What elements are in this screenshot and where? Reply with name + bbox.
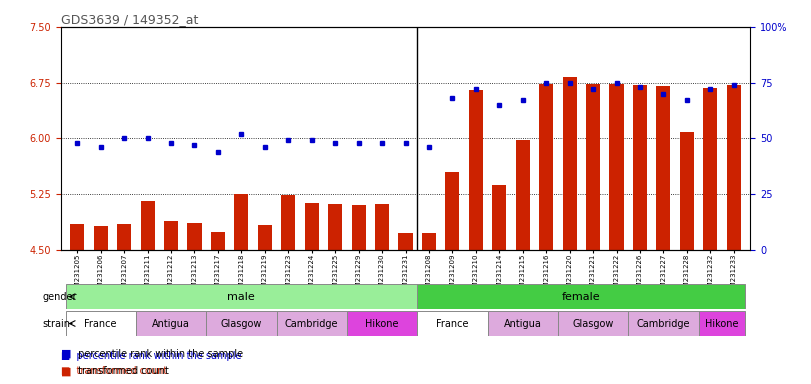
Text: Antigua: Antigua — [504, 318, 542, 329]
Bar — [136, 311, 206, 336]
Bar — [563, 77, 577, 250]
Bar — [727, 85, 740, 250]
Bar — [417, 311, 487, 336]
Bar — [164, 222, 178, 250]
Text: transformed count: transformed count — [75, 366, 169, 376]
Bar — [211, 232, 225, 250]
Bar — [117, 224, 131, 250]
Text: Glasgow: Glasgow — [221, 318, 262, 329]
Bar — [398, 233, 413, 250]
Bar — [187, 223, 201, 250]
Bar — [66, 311, 136, 336]
Bar — [492, 185, 506, 250]
Text: GDS3639 / 149352_at: GDS3639 / 149352_at — [61, 13, 198, 26]
Bar — [71, 223, 84, 250]
Bar — [698, 311, 745, 336]
Text: Glasgow: Glasgow — [573, 318, 614, 329]
Text: gender: gender — [42, 291, 76, 302]
Bar — [610, 84, 624, 250]
Bar — [586, 84, 600, 250]
Bar — [347, 311, 417, 336]
Text: France: France — [436, 318, 469, 329]
Bar — [558, 311, 629, 336]
Bar — [234, 194, 248, 250]
Bar — [539, 84, 553, 250]
Bar — [277, 311, 347, 336]
Text: ■  transformed count: ■ transformed count — [61, 366, 167, 376]
Bar — [516, 141, 530, 250]
Bar — [469, 90, 483, 250]
Text: Antigua: Antigua — [152, 318, 190, 329]
Text: Hikone: Hikone — [365, 318, 399, 329]
Bar — [375, 204, 389, 250]
Text: Cambridge: Cambridge — [637, 318, 690, 329]
Text: ■: ■ — [61, 366, 71, 376]
Text: Cambridge: Cambridge — [285, 318, 338, 329]
Bar — [140, 201, 155, 250]
Bar — [328, 204, 342, 250]
Bar — [417, 284, 745, 309]
Text: ■  percentile rank within the sample: ■ percentile rank within the sample — [61, 351, 242, 361]
Text: Hikone: Hikone — [706, 318, 739, 329]
Bar — [445, 172, 459, 250]
Bar — [680, 132, 694, 250]
Bar — [487, 311, 558, 336]
Text: percentile rank within the sample: percentile rank within the sample — [75, 349, 243, 359]
Bar — [703, 88, 718, 250]
Bar — [305, 203, 319, 250]
Text: female: female — [562, 291, 601, 302]
Bar — [629, 311, 698, 336]
Bar — [258, 225, 272, 250]
Bar — [656, 86, 671, 250]
Bar — [422, 233, 436, 250]
Text: France: France — [84, 318, 117, 329]
Bar — [93, 226, 108, 250]
Text: male: male — [228, 291, 255, 302]
Bar — [281, 195, 295, 250]
Bar — [633, 85, 647, 250]
Text: strain: strain — [42, 318, 70, 329]
Bar — [206, 311, 277, 336]
Bar — [352, 205, 366, 250]
Bar — [66, 284, 417, 309]
Text: ■: ■ — [61, 349, 71, 359]
